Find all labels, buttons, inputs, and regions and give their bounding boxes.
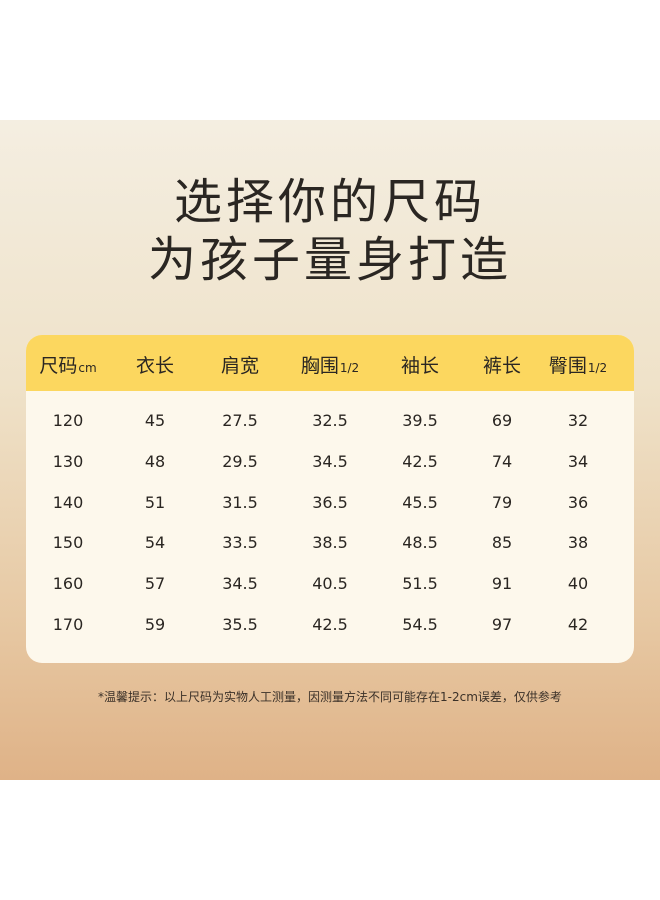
table-cell: 42.5 [402,451,438,471]
title-line-1: 选择你的尺码 [173,174,486,230]
column-header: 臀围1/2 [549,351,607,378]
table-cell: 45.5 [402,492,438,512]
table-cell: 140 [52,492,84,512]
table-cell: 91 [491,574,513,594]
table-cell: 51 [144,492,166,512]
table-cell: 31.5 [222,492,258,512]
header-unit: cm [78,361,97,375]
table-cell: 38.5 [312,533,348,553]
table-cell: 33.5 [222,533,258,553]
table-cell: 54.5 [402,615,438,634]
table-row: 130 48 29.5 34.5 42.5 74 34 [26,442,634,482]
header-label: 胸围 [300,355,339,377]
header-label: 袖长 [400,355,440,377]
table-cell: 150 [52,533,84,553]
table-cell: 38 [567,533,589,553]
table-cell: 97 [491,615,513,634]
table-cell: 69 [491,411,513,430]
header-unit: 1/2 [339,361,360,375]
table-row: 120 45 27.5 32.5 39.5 69 32 [26,401,634,441]
table-cell: 45 [144,411,166,430]
table-cell: 27.5 [222,411,258,430]
header-unit: 1/2 [587,361,608,375]
table-cell: 36 [567,492,589,512]
table-cell: 34.5 [222,574,258,594]
table-cell: 51.5 [402,574,438,594]
table-cell: 42.5 [312,615,348,634]
table-cell: 170 [52,615,84,634]
table-cell: 32.5 [312,411,348,430]
table-cell: 74 [491,451,513,471]
size-table: 尺码cm 衣长 肩宽 胸围1/2 袖长 裤长 臀围1/2 120 45 27.5 32.5 39.5… [26,335,634,663]
table-row: 170 59 35.5 42.5 54.5 97 42 [26,605,634,645]
table-cell: 39.5 [402,411,438,430]
table-cell: 79 [491,492,513,512]
header-label: 肩宽 [220,355,260,377]
table-cell: 54 [144,533,166,553]
table-cell: 48.5 [402,533,438,553]
table-cell: 130 [52,451,84,471]
column-header: 胸围1/2 [301,351,359,378]
table-cell: 34 [567,451,589,471]
title-line-2: 为孩子量身打造 [147,232,512,288]
table-row: 150 54 33.5 38.5 48.5 85 38 [26,523,634,563]
table-cell: 42 [567,615,589,634]
table-cell: 36.5 [312,492,348,512]
table-cell: 59 [144,615,166,634]
table-cell: 160 [52,574,84,594]
table-row: 160 57 34.5 40.5 51.5 91 40 [26,564,634,604]
header-label: 臀围 [548,355,587,377]
column-header: 肩宽 [221,351,259,378]
table-header: 尺码cm 衣长 肩宽 胸围1/2 袖长 裤长 臀围1/2 [26,335,634,391]
header-label: 尺码 [39,355,78,377]
header-label: 衣长 [135,355,175,377]
column-header: 袖长 [401,351,439,378]
table-cell: 32 [567,411,589,430]
table-cell: 40.5 [312,574,348,594]
table-cell: 29.5 [222,451,258,471]
header-label: 裤长 [482,355,522,377]
table-row: 140 51 31.5 36.5 45.5 79 36 [26,483,634,523]
table-cell: 48 [144,451,166,471]
table-cell: 120 [52,411,84,430]
table-cell: 40 [567,574,589,594]
measurement-note: *温馨提示：以上尺码为实物人工测量，因测量方法不同可能存在1-2cm误差，仅供参… [98,690,562,704]
column-header: 裤长 [483,351,521,378]
column-header: 尺码cm [39,351,96,378]
table-cell: 35.5 [222,615,258,634]
table-cell: 57 [144,574,166,594]
size-chart-panel: 选择你的尺码 为孩子量身打造 尺码cm 衣长 肩宽 胸围1/2 袖长 裤长 臀围1/2 12… [0,120,660,780]
table-cell: 85 [491,533,513,553]
column-header: 衣长 [136,351,174,378]
table-cell: 34.5 [312,451,348,471]
